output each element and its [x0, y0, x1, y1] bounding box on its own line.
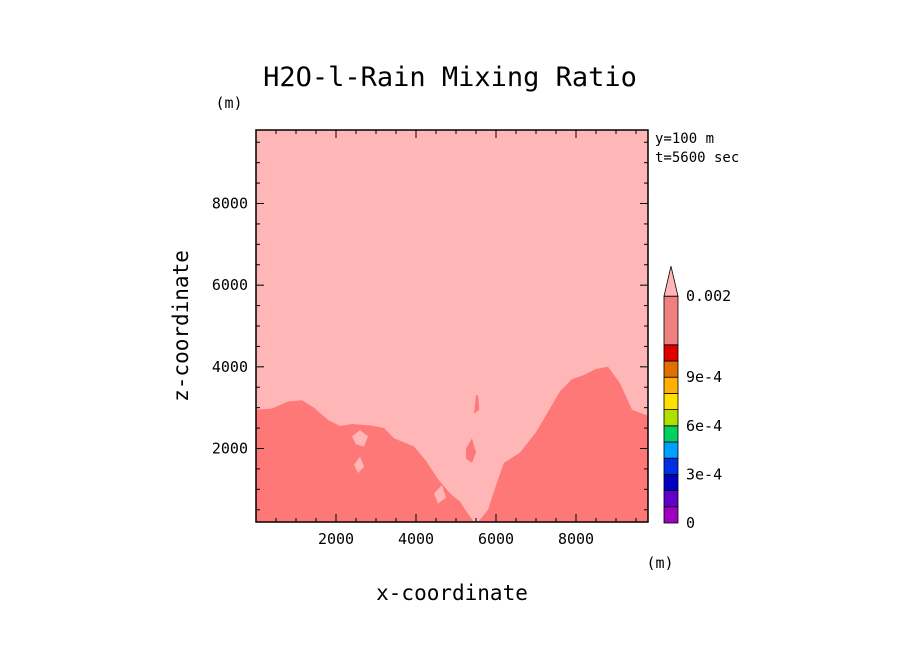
- colorbar-swatch: [663, 457, 679, 475]
- colorbar-swatch: [663, 409, 679, 427]
- y-axis-label: z-coordinate: [169, 250, 193, 402]
- x-tick-label: 8000: [558, 530, 594, 548]
- low-ratio-pocket: [354, 456, 364, 473]
- x-axis-ticks: 2000 4000 6000 8000: [275, 130, 637, 548]
- colorbar-swatch: [663, 490, 679, 508]
- colorbar-tick-label: 3e-4: [686, 465, 722, 483]
- high-ratio-blob: [474, 395, 480, 414]
- y-axis-unit: (m): [215, 94, 242, 112]
- x-axis-label: x-coordinate: [376, 581, 528, 605]
- colorbar-tick-label: 6e-4: [686, 417, 722, 435]
- chart-title: H2O-l-Rain Mixing Ratio: [263, 62, 637, 93]
- high-ratio-blob: [466, 438, 476, 463]
- contour-field: [256, 130, 648, 522]
- colorbar-swatch: [663, 473, 679, 491]
- x-axis-unit: (m): [646, 554, 673, 572]
- x-tick-label: 2000: [318, 530, 354, 548]
- y-tick-label: 8000: [212, 195, 248, 213]
- colorbar-swatch: [663, 295, 679, 346]
- plot-area: 2000 4000 6000 8000 2000 4000 6000 8000: [212, 129, 649, 548]
- colorbar-extend-arrow: [663, 266, 679, 297]
- colorbar-swatch: [663, 441, 679, 459]
- y-axis-ticks: 2000 4000 6000 8000: [212, 141, 648, 511]
- low-ratio-pocket: [434, 485, 446, 504]
- high-ratio-region: [256, 366, 648, 522]
- colorbar-tick-label: 0: [686, 514, 695, 532]
- colorbar-tick-label: 9e-4: [686, 368, 722, 386]
- colorbar-swatch: [663, 376, 679, 394]
- annotation-time: t=5600 sec: [655, 150, 739, 166]
- colorbar-swatch: [663, 425, 679, 443]
- y-tick-label: 4000: [212, 358, 248, 376]
- low-ratio-pocket: [352, 430, 368, 447]
- annotation-y-position: y=100 m: [655, 131, 714, 147]
- y-tick-label: 6000: [212, 276, 248, 294]
- y-tick-label: 2000: [212, 440, 248, 458]
- colorbar-swatch: [663, 506, 679, 524]
- colorbar: 0 3e-4 6e-4 9e-4 0.002: [663, 266, 731, 532]
- x-tick-label: 6000: [478, 530, 514, 548]
- colorbar-swatch: [663, 344, 679, 362]
- low-ratio-pocket: [460, 464, 472, 488]
- x-tick-label: 4000: [398, 530, 434, 548]
- colorbar-swatch: [663, 392, 679, 410]
- colorbar-swatch: [663, 360, 679, 378]
- colorbar-tick-label: 0.002: [686, 287, 731, 305]
